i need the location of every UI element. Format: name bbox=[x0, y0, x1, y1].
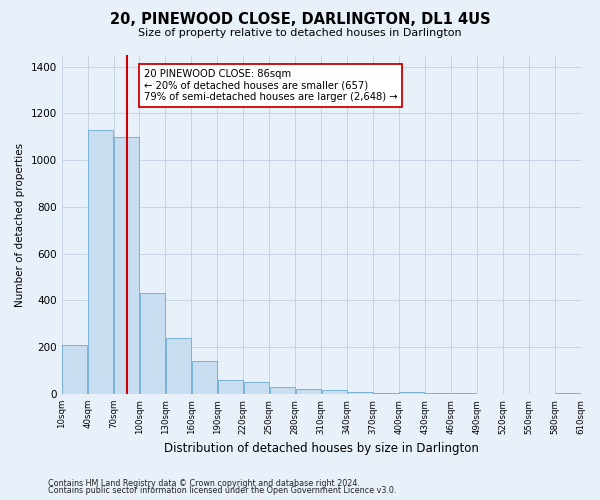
Bar bbox=[373, 393, 398, 394]
Text: 20, PINEWOOD CLOSE, DARLINGTON, DL1 4US: 20, PINEWOOD CLOSE, DARLINGTON, DL1 4US bbox=[110, 12, 490, 28]
Bar bbox=[400, 392, 424, 394]
Bar bbox=[114, 137, 139, 394]
Bar bbox=[192, 361, 217, 394]
Y-axis label: Number of detached properties: Number of detached properties bbox=[15, 142, 25, 306]
Bar bbox=[140, 294, 165, 394]
Text: 20 PINEWOOD CLOSE: 86sqm
← 20% of detached houses are smaller (657)
79% of semi-: 20 PINEWOOD CLOSE: 86sqm ← 20% of detach… bbox=[144, 69, 397, 102]
Bar bbox=[88, 130, 113, 394]
Bar bbox=[555, 393, 580, 394]
Bar bbox=[425, 393, 451, 394]
Text: Contains public sector information licensed under the Open Government Licence v3: Contains public sector information licen… bbox=[48, 486, 397, 495]
Bar bbox=[322, 390, 347, 394]
Text: Contains HM Land Registry data © Crown copyright and database right 2024.: Contains HM Land Registry data © Crown c… bbox=[48, 478, 360, 488]
Bar bbox=[296, 390, 320, 394]
X-axis label: Distribution of detached houses by size in Darlington: Distribution of detached houses by size … bbox=[164, 442, 479, 455]
Bar bbox=[347, 392, 373, 394]
Bar bbox=[218, 380, 243, 394]
Bar bbox=[62, 345, 87, 394]
Bar bbox=[269, 387, 295, 394]
Bar bbox=[244, 382, 269, 394]
Bar bbox=[451, 393, 476, 394]
Text: Size of property relative to detached houses in Darlington: Size of property relative to detached ho… bbox=[138, 28, 462, 38]
Bar bbox=[166, 338, 191, 394]
